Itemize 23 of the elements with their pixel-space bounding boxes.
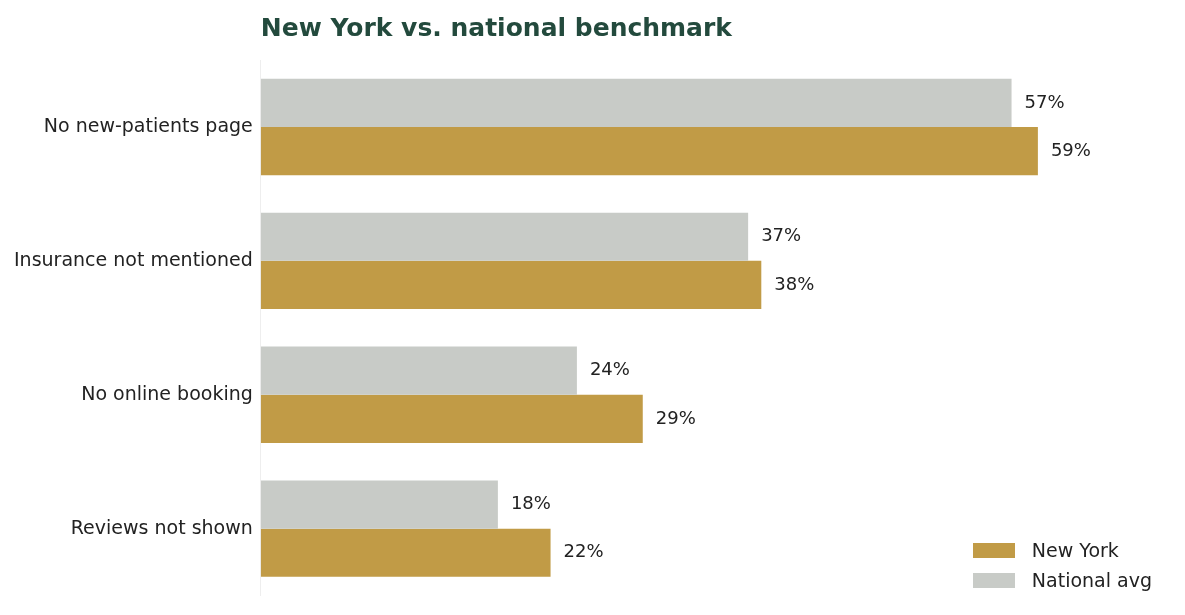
data-label: 59%: [1050, 138, 1091, 160]
data-label: 38%: [774, 272, 815, 294]
y-tick-label: No online booking: [81, 381, 253, 404]
data-label: 37%: [761, 224, 802, 246]
bar: [260, 212, 749, 261]
data-label: 57%: [1024, 90, 1065, 112]
data-label: 24%: [589, 358, 630, 380]
data-label: 18%: [510, 492, 551, 514]
legend-label: National avg: [1031, 569, 1152, 591]
bar: [260, 78, 1012, 127]
chart-title: New York vs. national benchmark: [260, 13, 734, 42]
legend-label: New York: [1031, 539, 1119, 561]
bar: [260, 528, 551, 577]
y-tick-label: Reviews not shown: [70, 515, 253, 538]
data-label: 22%: [563, 540, 604, 562]
bar: [260, 346, 577, 395]
bar: [260, 260, 762, 310]
bar: [260, 480, 498, 529]
bar: [260, 394, 643, 443]
y-tick-label: Insurance not mentioned: [13, 247, 253, 270]
bar: [260, 126, 1038, 176]
data-label: 29%: [655, 406, 696, 428]
y-tick-label: No new-patients page: [43, 113, 253, 136]
